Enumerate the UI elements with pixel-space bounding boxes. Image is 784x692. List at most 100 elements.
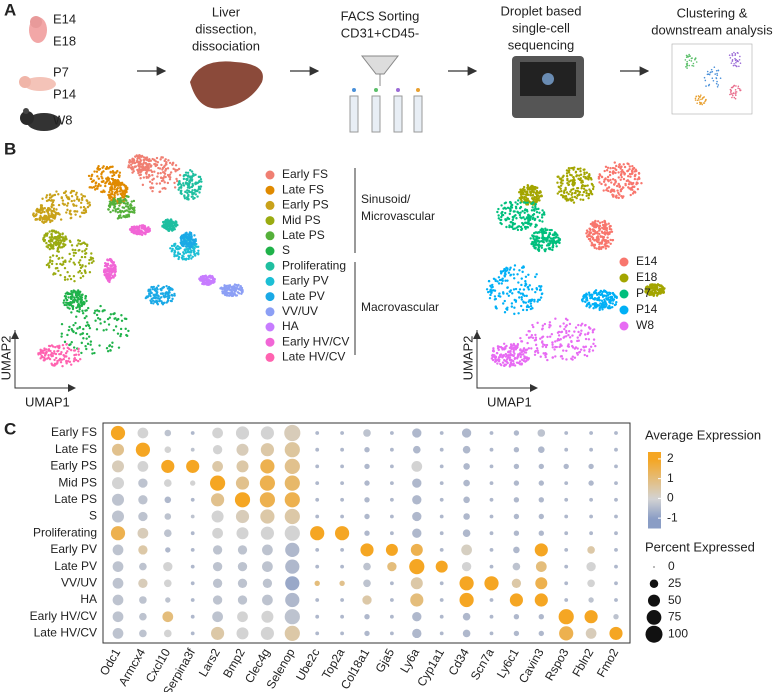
cell-point <box>150 285 153 289</box>
cell-point <box>48 357 52 361</box>
cell-point <box>64 295 68 298</box>
cell-point <box>505 225 508 229</box>
cell-point <box>51 254 55 257</box>
cell-point <box>79 266 83 270</box>
cell-point <box>45 241 48 245</box>
cell-point <box>80 298 84 302</box>
cell-point <box>731 60 734 62</box>
cell-point <box>131 210 134 214</box>
cell-point <box>509 205 513 208</box>
cell-point <box>608 304 611 308</box>
dot <box>190 564 195 569</box>
cell-point <box>536 321 539 325</box>
cell-point <box>74 321 77 325</box>
cell-point <box>176 168 179 172</box>
cell-point <box>536 231 539 235</box>
dot <box>513 480 520 486</box>
cell-point <box>567 166 571 170</box>
cell-point <box>541 324 545 327</box>
cell-point <box>546 236 550 239</box>
cell-point <box>46 246 50 249</box>
cell-point <box>179 236 183 239</box>
cell-point <box>543 343 547 347</box>
cell-point <box>565 358 568 361</box>
dot <box>489 481 494 486</box>
cell-point <box>586 235 589 238</box>
cell-point <box>597 177 601 180</box>
cell-point <box>130 166 133 169</box>
cell-point <box>147 163 151 167</box>
cell-point <box>80 351 83 355</box>
cell-point <box>110 192 113 195</box>
cell-point <box>53 216 56 219</box>
cell-point <box>501 210 504 214</box>
cell-point <box>609 306 612 309</box>
cell-point <box>113 202 117 206</box>
cell-point <box>538 211 541 215</box>
cell-point <box>130 204 133 207</box>
dot <box>315 464 320 469</box>
cell-point <box>590 192 594 196</box>
dot <box>439 547 444 552</box>
cell-point <box>147 230 151 233</box>
cell-point <box>69 303 73 307</box>
dot <box>412 628 422 639</box>
cell-point <box>127 166 130 169</box>
cell-point <box>551 356 554 359</box>
legend-swatch <box>265 170 275 180</box>
cell-point <box>180 192 183 196</box>
cell-point <box>105 167 108 171</box>
cell-point <box>114 325 118 328</box>
cell-point <box>505 292 509 295</box>
column-label: Ube2c <box>293 646 322 683</box>
cell-point <box>685 54 688 57</box>
cell-point <box>149 294 152 298</box>
dot <box>315 564 320 569</box>
cell-point <box>105 347 109 350</box>
cell-point <box>170 244 174 248</box>
cell-point <box>56 235 60 238</box>
cell-point <box>151 287 155 291</box>
dot <box>284 525 300 541</box>
cell-point <box>500 282 503 285</box>
cell-point <box>598 229 601 232</box>
cell-point <box>571 191 574 195</box>
cell-point <box>97 183 101 186</box>
cell-point <box>61 256 64 259</box>
cell-point <box>84 252 87 255</box>
cell-point <box>736 51 739 54</box>
cell-point <box>97 177 101 180</box>
cell-point <box>685 56 688 59</box>
cell-point <box>183 248 186 252</box>
dot <box>489 514 494 519</box>
cell-point <box>48 247 52 251</box>
cell-point <box>559 338 562 341</box>
column-label: Gja5 <box>372 646 397 675</box>
cell-point <box>84 265 87 268</box>
cell-point <box>518 353 521 356</box>
step-label: sequencing <box>508 37 575 52</box>
cell-point <box>76 309 79 313</box>
cell-point <box>539 296 543 299</box>
cell-point <box>523 211 526 214</box>
cell-point <box>527 215 530 219</box>
cell-point <box>163 295 166 299</box>
cell-point <box>155 286 158 290</box>
cell-point <box>143 158 146 162</box>
dot <box>538 630 544 637</box>
cell-point <box>539 355 542 358</box>
cell-point <box>585 296 588 299</box>
cell-point <box>588 348 591 351</box>
cell-point <box>184 181 188 184</box>
cell-point <box>583 333 587 336</box>
cell-point <box>82 301 85 304</box>
legend-label: W8 <box>636 318 654 332</box>
cell-point <box>603 169 606 173</box>
cell-point <box>77 242 80 245</box>
cell-point <box>147 169 151 172</box>
cell-point <box>79 357 82 361</box>
cell-point <box>512 348 516 352</box>
cell-point <box>158 297 161 300</box>
dot <box>513 513 520 520</box>
cell-point <box>589 304 592 308</box>
